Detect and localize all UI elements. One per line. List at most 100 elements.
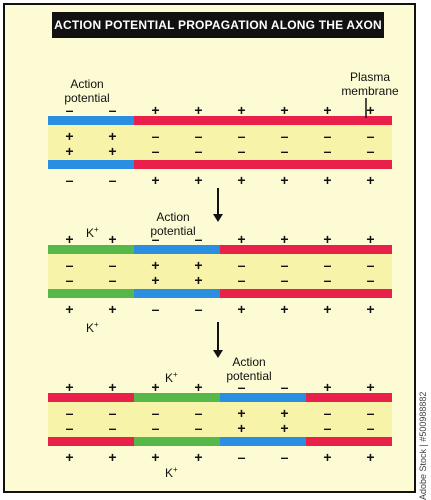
positive-charge-symbol: + (237, 231, 246, 247)
upper-membrane-segment-depolarized (48, 116, 134, 125)
action-potential-label-1: Action potential (62, 77, 112, 105)
arrow-head (213, 214, 223, 222)
negative-charge-symbol: – (65, 102, 74, 118)
down-arrow-2 (213, 322, 223, 358)
negative-charge-symbol: – (108, 172, 117, 188)
action-potential-label-3: Action potential (224, 355, 274, 383)
negative-charge-symbol: – (108, 102, 117, 118)
positive-charge-symbol: + (65, 379, 74, 395)
action-potential-label-2-line2: potential (150, 224, 196, 238)
positive-charge-symbol: + (194, 102, 203, 118)
arrow-head (213, 350, 223, 358)
negative-charge-symbol: – (151, 301, 160, 317)
negative-charge-symbol: – (151, 143, 160, 159)
axon-panel-3 (48, 393, 392, 446)
negative-charge-symbol: – (366, 405, 375, 421)
upper-membrane-segment-resting (48, 393, 134, 402)
negative-charge-symbol: – (194, 405, 203, 421)
positive-charge-symbol: + (151, 272, 160, 288)
action-potential-label-2-line1: Action (156, 210, 190, 224)
negative-charge-symbol: – (151, 420, 160, 436)
negative-charge-symbol: – (280, 257, 289, 273)
negative-charge-symbol: – (108, 420, 117, 436)
positive-charge-symbol: + (151, 172, 160, 188)
upper-membrane-segment-resting (306, 393, 392, 402)
positive-charge-symbol: + (280, 420, 289, 436)
propagation-arrows (213, 188, 223, 358)
lower-membrane-segment-resting (134, 160, 392, 169)
negative-charge-symbol: – (65, 172, 74, 188)
potassium-ion-charge: + (173, 370, 178, 379)
upper-membrane-segment-depolarized (134, 245, 220, 254)
axon-panel-2 (48, 245, 392, 298)
positive-charge-symbol: + (280, 172, 289, 188)
positive-charge-symbol: + (151, 257, 160, 273)
negative-charge-symbol: – (194, 143, 203, 159)
axon-panels (48, 98, 392, 446)
negative-charge-symbol: – (366, 128, 375, 144)
action-potential-label-3-line2: potential (226, 369, 272, 383)
potassium-ion-label-1: K+ (86, 223, 99, 240)
negative-charge-symbol: – (65, 272, 74, 288)
potassium-ion-label-3: K+ (165, 368, 178, 385)
positive-charge-symbol: + (366, 172, 375, 188)
negative-charge-symbol: – (108, 405, 117, 421)
negative-charge-symbol: – (65, 257, 74, 273)
plasma-membrane-label-line1: Plasma (349, 70, 390, 84)
positive-charge-symbol: + (323, 231, 332, 247)
negative-charge-symbol: – (280, 449, 289, 465)
negative-charge-symbol: – (237, 379, 246, 395)
negative-charge-symbol: – (323, 143, 332, 159)
negative-charge-symbol: – (194, 420, 203, 436)
negative-charge-symbol: – (194, 128, 203, 144)
lower-membrane-segment-resting (220, 289, 392, 298)
positive-charge-symbol: + (108, 143, 117, 159)
negative-charge-symbol: – (151, 128, 160, 144)
axon-panel-1 (48, 116, 392, 169)
potassium-ion-symbol: K (86, 226, 95, 240)
lower-membrane-segment-resting (306, 437, 392, 446)
positive-charge-symbol: + (194, 272, 203, 288)
positive-charge-symbol: + (151, 379, 160, 395)
negative-charge-symbol: – (237, 257, 246, 273)
negative-charge-symbol: – (151, 231, 160, 247)
negative-charge-symbol: – (323, 420, 332, 436)
negative-charge-symbol: – (366, 420, 375, 436)
positive-charge-symbol: + (65, 301, 74, 317)
positive-charge-symbol: + (194, 449, 203, 465)
negative-charge-symbol: – (280, 143, 289, 159)
negative-charge-symbol: – (237, 128, 246, 144)
positive-charge-symbol: + (280, 231, 289, 247)
negative-charge-symbol: – (280, 272, 289, 288)
positive-charge-symbol: + (366, 379, 375, 395)
upper-membrane-segment-depolarized (220, 393, 306, 402)
positive-charge-symbol: + (323, 102, 332, 118)
action-potential-label-1-line2: potential (64, 91, 110, 105)
upper-membrane-segment-resting (134, 116, 392, 125)
negative-charge-symbol: – (366, 257, 375, 273)
positive-charge-symbol: + (194, 172, 203, 188)
positive-charge-symbol: + (280, 102, 289, 118)
positive-charge-symbol: + (366, 102, 375, 118)
upper-membrane-segment-repolarizing (134, 393, 220, 402)
action-potential-label-2: Action potential (148, 210, 198, 238)
positive-charge-symbol: + (194, 257, 203, 273)
down-arrow-1 (213, 188, 223, 222)
potassium-ion-charge: + (94, 320, 99, 329)
action-potential-label-3-line1: Action (232, 355, 266, 369)
action-potential-label-1-line1: Action (70, 77, 104, 91)
negative-charge-symbol: – (108, 257, 117, 273)
lower-membrane-segment-depolarized (48, 160, 134, 169)
negative-charge-symbol: – (237, 143, 246, 159)
positive-charge-symbol: + (108, 231, 117, 247)
positive-charge-symbol: + (323, 172, 332, 188)
plasma-membrane-label: Plasma membrane (338, 70, 402, 98)
positive-charge-symbol: + (323, 379, 332, 395)
positive-charge-symbol: + (108, 449, 117, 465)
negative-charge-symbol: – (323, 405, 332, 421)
diagram-title: ACTION POTENTIAL PROPAGATION ALONG THE A… (52, 12, 384, 38)
positive-charge-symbol: + (366, 301, 375, 317)
plasma-membrane-label-line2: membrane (341, 84, 399, 98)
